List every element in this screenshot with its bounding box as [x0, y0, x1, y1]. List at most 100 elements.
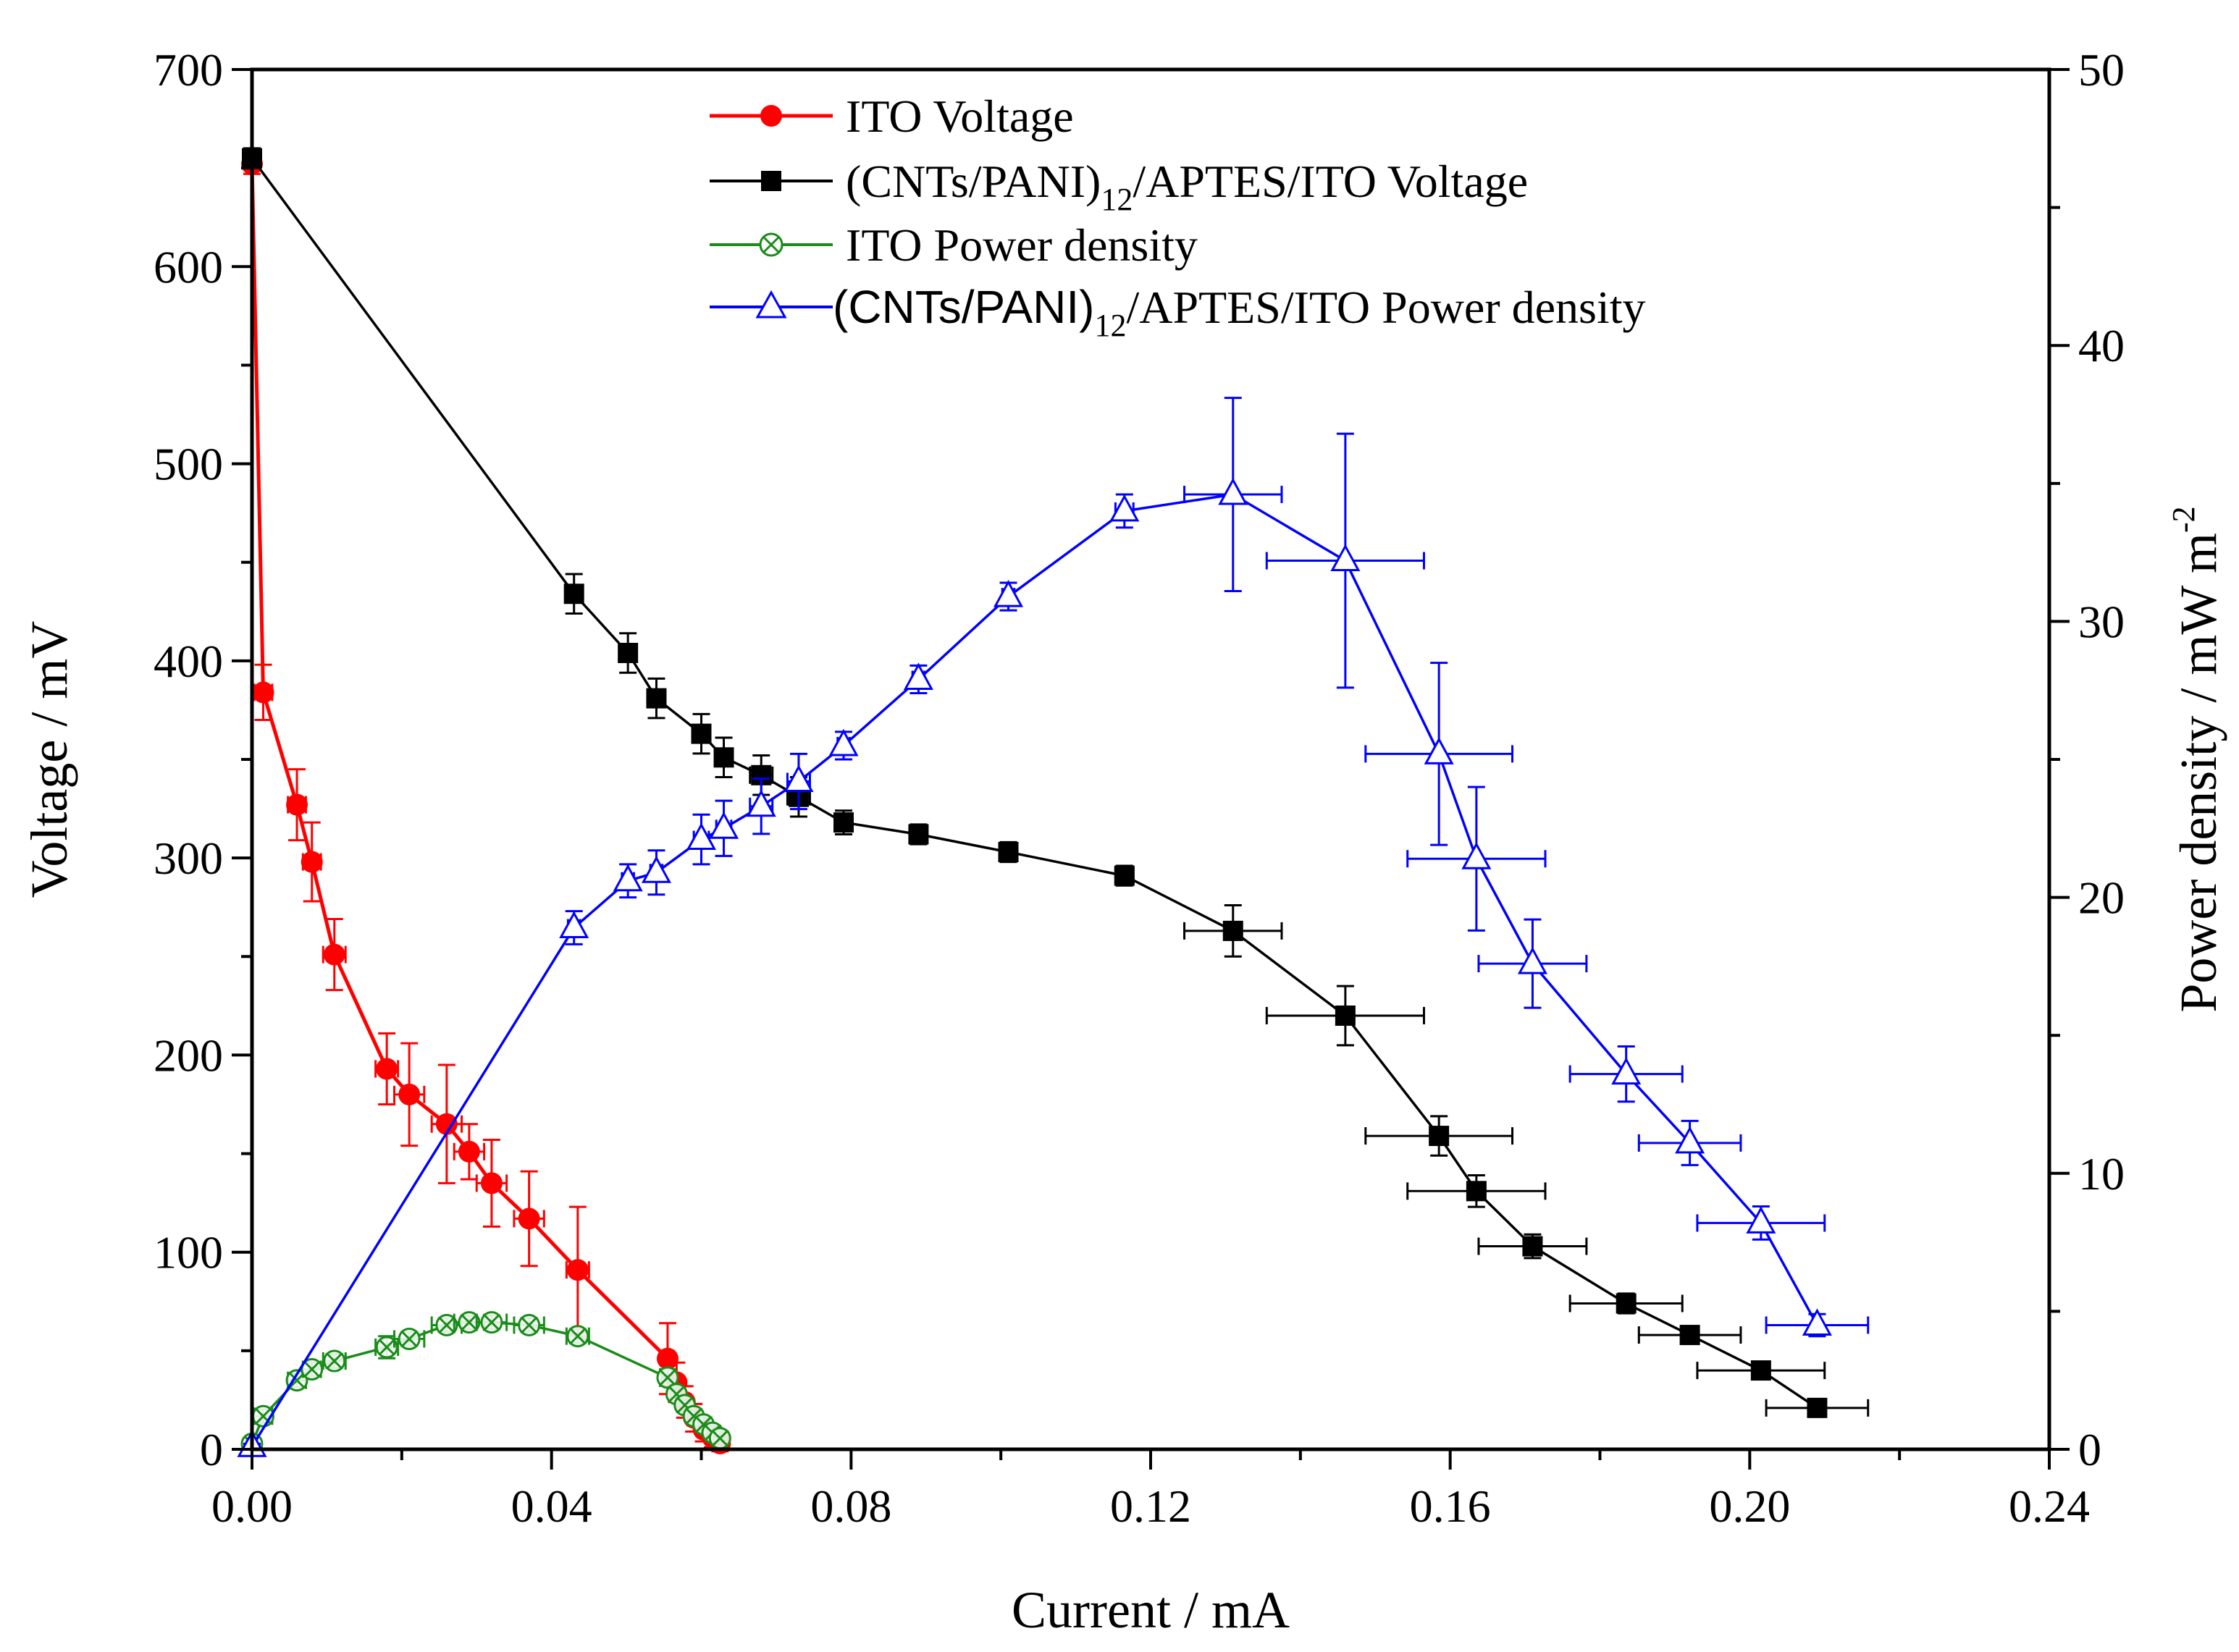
data-point	[559, 911, 589, 939]
data-point	[686, 822, 717, 851]
x-tick-label: 0.16	[1410, 1480, 1491, 1532]
data-point	[1802, 1308, 1832, 1336]
data-point	[435, 1313, 458, 1336]
data-point	[563, 583, 584, 604]
data-point	[708, 812, 739, 839]
x-tick-label: 0.08	[810, 1480, 891, 1532]
data-point	[613, 864, 643, 892]
data-point	[480, 1311, 503, 1334]
data-point	[435, 1113, 458, 1135]
data-point	[1218, 477, 1248, 505]
data-point-cross	[255, 1408, 272, 1425]
data-point	[746, 789, 776, 817]
data-point	[323, 1349, 346, 1373]
legend-label-cnts-power-tail: /APTES/ITO Power density	[1126, 282, 1645, 333]
legend-label-ito-voltage: ITO Voltage	[846, 90, 1074, 142]
y2-axis-title: Power density / mW m-2	[2166, 506, 2227, 1012]
data-point	[1330, 544, 1361, 572]
y-tick-label: 200	[154, 1029, 223, 1081]
legend-marker-ito-power	[759, 232, 784, 257]
legend-entry-ito-power: ITO Power density	[710, 219, 1198, 271]
data-point	[1222, 920, 1243, 941]
data-point	[1109, 494, 1140, 522]
data-point	[691, 723, 712, 744]
data-point-cross	[326, 1352, 343, 1370]
data-point	[1616, 1293, 1637, 1314]
data-point	[646, 688, 667, 709]
legend-label-cnts-power-main: (CNTs/PANI)	[833, 281, 1094, 333]
data-point	[998, 841, 1019, 862]
data-point	[903, 662, 933, 690]
data-point	[1335, 1005, 1356, 1026]
data-point	[458, 1311, 481, 1334]
data-point	[376, 1058, 398, 1080]
data-point	[1517, 946, 1547, 974]
x-tick-label: 0.20	[1709, 1480, 1790, 1532]
data-point-cross	[668, 1386, 685, 1402]
data-point	[375, 1336, 398, 1359]
data-point	[1114, 865, 1135, 886]
x-tick-label: 0.24	[2009, 1480, 2090, 1532]
data-point	[286, 793, 308, 816]
data-point	[458, 1140, 480, 1163]
data-point	[784, 764, 814, 792]
legend-marker-cnts-voltage	[761, 171, 781, 191]
data-point	[641, 856, 671, 883]
data-point	[1675, 1126, 1705, 1154]
y-tick-label: 0	[200, 1424, 223, 1475]
legend-label-cnts-voltage-main: (CNTs/PANI)	[846, 156, 1101, 207]
data-point-cross	[379, 1339, 395, 1356]
data-point	[398, 1328, 421, 1351]
y-tick-label: 600	[154, 241, 223, 292]
data-point	[301, 851, 323, 873]
series-line	[250, 164, 721, 1445]
data-point	[1611, 1057, 1642, 1085]
data-point	[908, 824, 929, 845]
x-tick-label: 0.04	[511, 1480, 592, 1532]
data-point-cross	[569, 1328, 586, 1344]
data-point-cross	[483, 1314, 500, 1331]
data-point	[993, 579, 1024, 607]
data-point	[713, 747, 734, 768]
y-tick-label: 500	[154, 439, 223, 490]
legend-entry-cnts-voltage: (CNTs/PANI)12/APTES/ITO Voltage	[710, 156, 1528, 217]
data-point	[656, 1347, 679, 1370]
data-point	[708, 1427, 731, 1450]
legend-label-cnts-voltage: (CNTs/PANI)12/APTES/ITO Voltage	[846, 156, 1528, 217]
chart-marks	[237, 147, 1870, 1457]
data-point	[1424, 737, 1454, 764]
legend-entry-ito-voltage: ITO Voltage	[710, 90, 1074, 142]
data-point	[518, 1313, 541, 1336]
series-line	[251, 157, 1818, 1409]
data-point	[566, 1259, 589, 1281]
data-point	[252, 681, 274, 704]
legend-marker-cnts-power	[755, 290, 787, 319]
data-point-cross	[695, 1416, 712, 1433]
y2-tick-label: 50	[2078, 44, 2125, 96]
legend: ITO Voltage (CNTs/PANI)12/APTES/ITO Volt…	[710, 90, 1646, 343]
series-2	[240, 1311, 731, 1455]
data-point-cross	[659, 1369, 676, 1386]
legend-entry-cnts-power: (CNTs/PANI)12/APTES/ITO Power density	[710, 281, 1646, 343]
data-point	[566, 1325, 589, 1348]
y2-tick-label: 40	[2078, 320, 2125, 371]
data-point-cross	[461, 1314, 477, 1331]
data-point	[828, 728, 859, 757]
data-point-cross	[712, 1430, 728, 1446]
legend-label-cnts-power-sub: 12	[1094, 308, 1126, 343]
data-point-cross	[686, 1408, 702, 1425]
data-point	[480, 1172, 503, 1194]
data-point	[1522, 1236, 1543, 1257]
legend-label-cnts-voltage-sub: 12	[1101, 182, 1133, 217]
y-tick-label: 400	[154, 636, 223, 687]
data-point-cross	[288, 1372, 306, 1388]
data-point-cross	[401, 1331, 418, 1347]
y-tick-label: 700	[154, 44, 223, 96]
y2-axis-title-main: Power density / mW m	[2169, 533, 2227, 1013]
data-point	[1461, 842, 1492, 869]
x-axis-title: Current / mA	[1012, 1581, 1290, 1639]
data-point	[323, 943, 345, 966]
legend-marker-ito-voltage	[760, 105, 782, 127]
y2-axis-title-sup: -2	[2166, 506, 2201, 533]
data-point	[1807, 1397, 1828, 1418]
